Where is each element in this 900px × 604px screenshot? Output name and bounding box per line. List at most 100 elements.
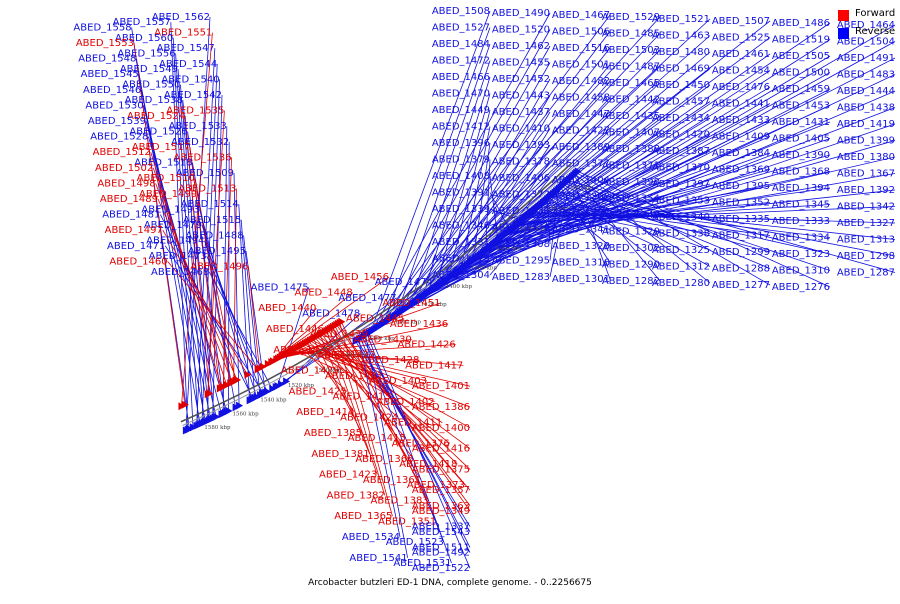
gene-label[interactable]: ABED_1416 (412, 444, 470, 455)
gene-label[interactable]: ABED_1373 (407, 480, 465, 491)
gene-label[interactable]: ABED_1346 (432, 221, 490, 232)
gene-label[interactable]: ABED_1465 (602, 78, 660, 89)
gene-label[interactable]: ABED_1320 (602, 227, 660, 238)
gene-label[interactable]: ABED_1363 (412, 501, 470, 512)
gene-label[interactable]: ABED_1354 (602, 194, 660, 205)
gene-label[interactable]: ABED_1449 (432, 105, 490, 116)
gene-label[interactable]: ABED_1506 (552, 27, 610, 38)
gene-label[interactable]: ABED_1458 (552, 93, 610, 104)
gene-label[interactable]: ABED_1558 (73, 22, 131, 33)
gene-label[interactable]: ABED_1483 (837, 70, 895, 81)
gene-label[interactable]: ABED_1419 (837, 119, 895, 130)
gene-label[interactable]: ABED_1504 (837, 37, 895, 48)
gene-label[interactable]: ABED_1277 (712, 280, 770, 291)
gene-label[interactable]: ABED_1481 (102, 210, 160, 221)
gene-label[interactable]: ABED_1312 (652, 262, 710, 273)
gene-label[interactable]: ABED_1448 (295, 288, 353, 299)
gene-label[interactable]: ABED_1535 (166, 106, 224, 117)
gene-label[interactable]: ABED_1400 (412, 423, 470, 434)
gene-label[interactable]: ABED_1326 (492, 223, 550, 234)
gene-label[interactable]: ABED_1442 (602, 95, 660, 106)
gene-label[interactable]: ABED_1339 (432, 204, 490, 215)
gene-label[interactable]: ABED_1474 (375, 277, 433, 288)
gene-label[interactable]: ABED_1411 (384, 418, 442, 429)
gene-label[interactable]: ABED_1547 (157, 43, 215, 54)
gene-label[interactable]: ABED_1362 (552, 192, 610, 203)
gene-label[interactable]: ABED_1428 (361, 355, 419, 366)
gene-label[interactable]: ABED_1493 (141, 204, 199, 215)
gene-label[interactable]: ABED_1531 (393, 558, 451, 569)
gene-label[interactable]: ABED_1317 (712, 231, 770, 242)
gene-label[interactable]: ABED_1328 (552, 241, 610, 252)
gene-label[interactable]: ABED_1434 (652, 113, 710, 124)
gene-label[interactable]: ABED_1337 (412, 522, 470, 533)
gene-label[interactable]: ABED_1484 (432, 39, 490, 50)
gene-label[interactable]: ABED_1282 (602, 276, 660, 287)
gene-label[interactable]: ABED_1406 (492, 173, 550, 184)
gene-label[interactable]: ABED_1429 (281, 366, 339, 377)
gene-label[interactable]: ABED_1383 (371, 496, 429, 507)
gene-label[interactable]: ABED_1536 (173, 152, 231, 163)
gene-label[interactable]: ABED_1423 (319, 470, 377, 481)
gene-label[interactable]: ABED_1371 (602, 161, 660, 172)
gene-label[interactable]: ABED_1477 (338, 293, 396, 304)
gene-label[interactable]: ABED_1476 (712, 82, 770, 93)
gene-label[interactable]: ABED_1424 (340, 412, 398, 423)
gene-label[interactable]: ABED_1290 (602, 260, 660, 271)
gene-label[interactable]: ABED_1431 (772, 117, 830, 128)
gene-label[interactable]: ABED_1387 (652, 146, 710, 157)
gene-label[interactable]: ABED_1408 (432, 171, 490, 182)
gene-label[interactable]: ABED_1335 (712, 214, 770, 225)
gene-label[interactable]: ABED_1388 (602, 144, 660, 155)
gene-label[interactable]: ABED_1532 (171, 137, 229, 148)
gene-label[interactable]: ABED_1381 (311, 449, 369, 460)
gene-label[interactable]: ABED_1361 (363, 475, 421, 486)
gene-label[interactable]: ABED_1427 (552, 126, 610, 137)
gene-label[interactable]: ABED_1512 (93, 147, 151, 158)
gene-label[interactable]: ABED_1539 (88, 116, 146, 127)
gene-label[interactable]: ABED_1551 (154, 28, 212, 39)
gene-label[interactable]: ABED_1401 (412, 381, 470, 392)
gene-label[interactable]: ABED_1433 (712, 115, 770, 126)
gene-label[interactable]: ABED_1405 (772, 134, 830, 145)
gene-label[interactable]: ABED_1409 (712, 132, 770, 143)
gene-label[interactable]: ABED_1534 (342, 532, 400, 543)
gene-label[interactable]: ABED_1295 (492, 256, 550, 267)
gene-label[interactable]: ABED_1486 (772, 18, 830, 29)
gene-label[interactable]: ABED_1544 (159, 59, 217, 70)
gene-label[interactable]: ABED_1391 (432, 188, 490, 199)
gene-label[interactable]: ABED_1461 (712, 49, 770, 60)
gene-label[interactable]: ABED_1491 (837, 53, 895, 64)
gene-label[interactable]: ABED_1378 (492, 157, 550, 168)
gene-label[interactable]: ABED_1390 (772, 150, 830, 161)
gene-label[interactable]: ABED_1437 (492, 107, 550, 118)
gene-label[interactable]: ABED_1413 (333, 392, 391, 403)
gene-label[interactable]: ABED_1509 (176, 168, 234, 179)
gene-label[interactable]: ABED_1560 (115, 33, 173, 44)
gene-label[interactable]: ABED_1526 (129, 126, 187, 137)
gene-label[interactable]: ABED_1396 (432, 138, 490, 149)
gene-label[interactable]: ABED_1562 (152, 12, 210, 23)
gene-label[interactable]: ABED_1410 (492, 124, 550, 135)
gene-label[interactable]: ABED_1366 (355, 454, 413, 465)
gene-label[interactable]: ABED_1519 (772, 35, 830, 46)
gene-label[interactable]: ABED_1447 (552, 109, 610, 120)
gene-label[interactable]: ABED_1338 (652, 229, 710, 240)
gene-label[interactable]: ABED_1445 (346, 314, 404, 325)
gene-label[interactable]: ABED_1475 (251, 282, 309, 293)
gene-label[interactable]: ABED_1472 (432, 56, 490, 67)
gene-label[interactable]: ABED_1403 (369, 376, 427, 387)
gene-label[interactable]: ABED_1524 (127, 111, 185, 122)
gene-label[interactable]: ABED_1420 (652, 130, 710, 141)
gene-label[interactable]: ABED_1497 (105, 225, 163, 236)
gene-label[interactable]: ABED_1395 (712, 181, 770, 192)
gene-label[interactable]: ABED_1507 (712, 16, 770, 27)
gene-label[interactable]: ABED_1302 (602, 243, 660, 254)
gene-label[interactable]: ABED_1276 (772, 282, 830, 293)
gene-label[interactable]: ABED_1440 (258, 303, 316, 314)
gene-label[interactable]: ABED_1469 (652, 64, 710, 75)
gene-label[interactable]: ABED_1332 (552, 208, 610, 219)
gene-label[interactable]: ABED_1503 (602, 45, 660, 56)
gene-label[interactable]: ABED_1385 (304, 428, 362, 439)
gene-label[interactable]: ABED_1516 (552, 43, 610, 54)
